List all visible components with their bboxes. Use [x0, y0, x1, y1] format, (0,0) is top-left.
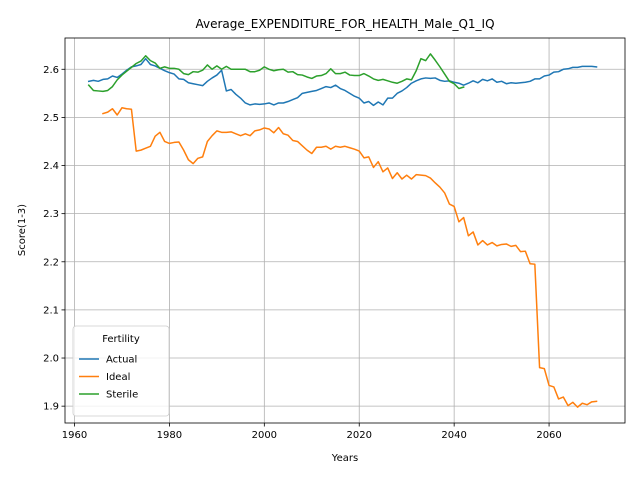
legend-label-sterile: Sterile: [106, 390, 138, 401]
chart-title: Average_EXPENDITURE_FOR_HEALTH_Male_Q1_I…: [195, 17, 494, 31]
x-tick-label: 2020: [347, 430, 372, 441]
y-tick-label: 2.6: [43, 65, 59, 76]
series-line-sterile: [87, 53, 465, 93]
y-tick-label: 2.1: [43, 305, 59, 316]
x-tick-label: 2000: [252, 430, 277, 441]
y-tick-label: 2.3: [43, 209, 59, 220]
x-tick-label: 1980: [157, 430, 182, 441]
x-axis-label: Years: [331, 453, 358, 464]
x-axis: 1960 1980 2000 2020 2040 2060: [62, 423, 562, 441]
y-tick-label: 2.5: [43, 113, 59, 124]
y-axis-label: Score(1-3): [17, 204, 28, 256]
legend-label-actual: Actual: [106, 355, 137, 366]
y-tick-label: 2.0: [43, 354, 59, 365]
x-tick-label: 1960: [62, 430, 87, 441]
x-tick-label: 2040: [441, 430, 466, 441]
series-line-actual: [87, 57, 598, 107]
y-axis: 1.9 2.0 2.1 2.2 2.3 2.4 2.5 2.6: [43, 65, 65, 413]
y-tick-label: 2.4: [43, 161, 59, 172]
y-tick-label: 1.9: [43, 402, 59, 413]
y-tick-label: 2.2: [43, 257, 59, 268]
series-layer: [87, 53, 598, 408]
legend-entries: Actual Ideal Sterile: [79, 355, 138, 401]
legend: Fertility Actual Ideal Sterile: [72, 325, 170, 417]
legend-title: Fertility: [102, 334, 140, 345]
legend-label-ideal: Ideal: [106, 372, 130, 383]
plot-frame: [64, 37, 626, 424]
series-line-ideal: [102, 107, 598, 408]
x-tick-label: 2060: [536, 430, 561, 441]
